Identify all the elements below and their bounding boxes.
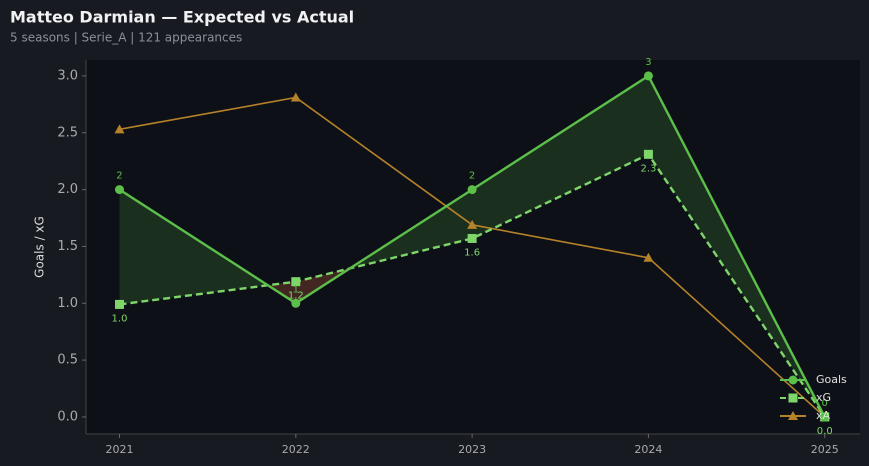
legend-label: xG	[816, 391, 831, 404]
x-tick-label: 2022	[282, 443, 310, 456]
value-label: 0	[822, 398, 828, 409]
y-tick-label: 2.5	[57, 125, 78, 140]
chart-title: Matteo Darmian — Expected vs Actual	[10, 8, 354, 27]
point	[114, 185, 124, 195]
y-tick-label: 0.5	[57, 353, 78, 368]
series-line	[119, 152, 826, 418]
value-label: 3	[645, 57, 651, 68]
y-tick-label: 1.0	[57, 296, 78, 311]
y-tick-label: 1.5	[57, 239, 78, 254]
point	[114, 124, 125, 134]
point	[291, 298, 301, 308]
legend-marker	[788, 393, 798, 403]
value-label: 1.0	[112, 313, 128, 324]
gap-fill	[119, 189, 268, 305]
gap-fill	[472, 75, 649, 239]
value-label: 2	[469, 171, 475, 182]
legend-label: Goals	[816, 373, 847, 386]
value-label: 1.6	[464, 247, 480, 258]
y-tick-label: 3.0	[57, 68, 78, 83]
point	[643, 149, 653, 159]
x-tick-label: 2025	[811, 443, 839, 456]
legend-label: xA	[816, 409, 831, 422]
y-axis-label: Goals / xG	[33, 216, 47, 278]
value-label: 1.2	[288, 291, 304, 302]
value-label: 0.0	[817, 426, 833, 437]
y-tick-label: 2.0	[57, 182, 78, 197]
point	[643, 71, 653, 81]
x-tick-label: 2021	[105, 443, 133, 456]
legend-marker	[788, 411, 798, 420]
point	[114, 299, 124, 309]
chart-subtitle: 5 seasons | Serie_A | 121 appearances	[10, 31, 242, 45]
x-tick-label: 2024	[634, 443, 662, 456]
plot-area	[86, 60, 860, 434]
value-label: 2.3	[640, 163, 656, 174]
y-tick-label: 0.0	[57, 409, 78, 424]
point	[291, 277, 301, 287]
point	[467, 219, 478, 229]
value-label: 1	[293, 284, 299, 295]
point	[290, 92, 301, 102]
legend-marker	[788, 375, 798, 385]
point	[467, 185, 477, 195]
point	[643, 252, 654, 262]
point	[467, 233, 477, 243]
point	[820, 412, 830, 422]
x-tick-label: 2023	[458, 443, 486, 456]
value-label: 2	[116, 171, 122, 182]
